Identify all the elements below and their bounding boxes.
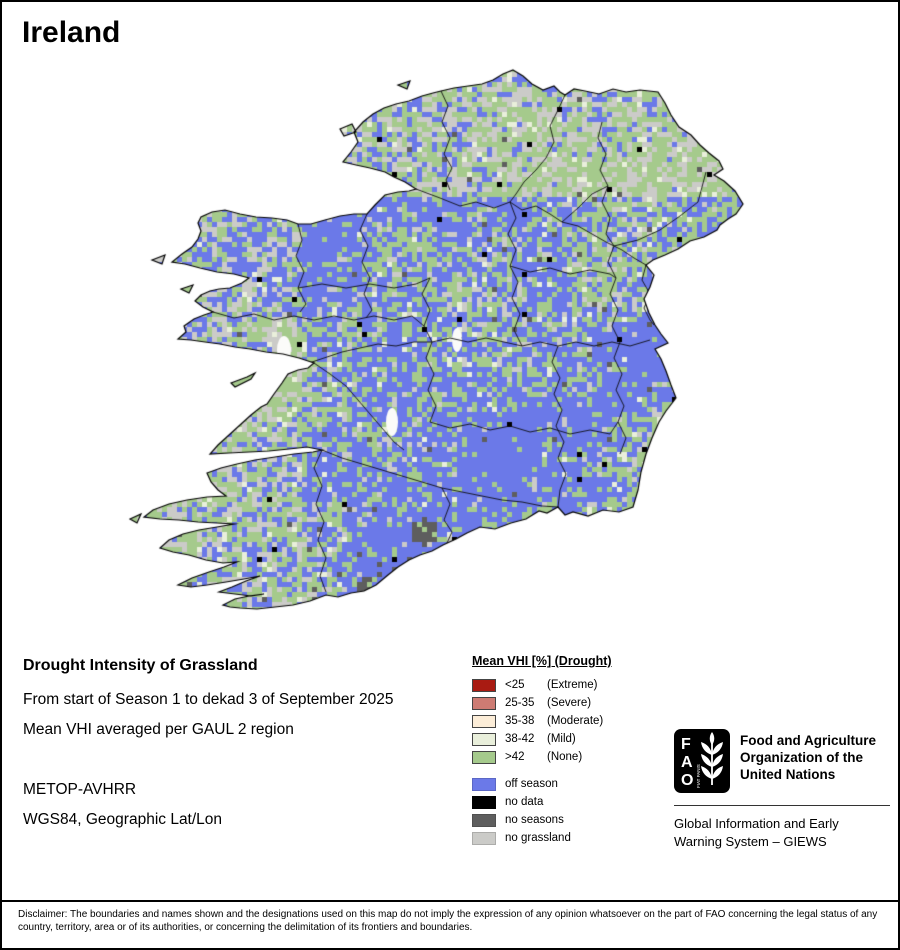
legend-swatch-none [472, 750, 496, 764]
legend-extras: off season no data no seasons no grassla… [472, 775, 672, 847]
map-projection: WGS84, Geographic Lat/Lon [23, 811, 223, 828]
legend-qualifier: (Moderate) [547, 715, 604, 727]
disclaimer-text: Disclaimer: The boundaries and names sho… [2, 900, 898, 934]
legend-row-mild: 38-42 (Mild) [472, 730, 672, 748]
legend-swatch-nograssland [472, 831, 496, 845]
legend-row-none: >42 (None) [472, 748, 672, 766]
legend-qualifier: (Severe) [547, 697, 592, 709]
map-sensor: METOP-AVHRR [23, 781, 137, 798]
fao-motto: FIAT PANIS [696, 764, 701, 788]
legend-swatch-mild [472, 732, 496, 746]
svg-text:A: A [681, 754, 693, 771]
legend-swatch-nodata [472, 795, 496, 809]
legend-swatch-extreme [472, 678, 496, 692]
legend-qualifier: (None) [547, 751, 583, 763]
legend-row-extreme: <25 (Extreme) [472, 676, 672, 694]
legend-swatch-offseason [472, 777, 496, 791]
fao-org-name: Food and Agriculture Organization of the… [740, 733, 876, 782]
fao-divider [674, 805, 890, 806]
legend-label: off season [505, 778, 558, 790]
legend-range: >42 [505, 751, 525, 763]
legend-row-moderate: 35-38 (Moderate) [472, 712, 672, 730]
legend-qualifier: (Extreme) [547, 679, 598, 691]
fao-block: F A O FIAT PANIS Food and Agriculture Or… [674, 729, 890, 851]
legend-range: 35-38 [505, 715, 535, 727]
legend-range: 25-35 [505, 697, 535, 709]
svg-text:O: O [681, 772, 693, 789]
svg-text:F: F [681, 736, 691, 753]
legend-row-nograssland: no grassland [472, 829, 672, 847]
legend-range: <25 [505, 679, 525, 691]
legend-label: no data [505, 796, 544, 808]
legend-row-nodata: no data [472, 793, 672, 811]
legend-range: 38-42 [505, 733, 535, 745]
giews-label: Global Information and Early Warning Sys… [674, 816, 839, 849]
legend-row-noseasons: no seasons [472, 811, 672, 829]
legend-title: Mean VHI [%] (Drought) [472, 654, 612, 668]
fao-logo: F A O FIAT PANIS [674, 729, 730, 793]
legend-row-severe: 25-35 (Severe) [472, 694, 672, 712]
legend-swatch-noseasons [472, 813, 496, 827]
legend-label: no seasons [505, 814, 564, 826]
legend: Mean VHI [%] (Drought) <25 (Extreme) 25-… [472, 654, 672, 847]
map-subtitle: Drought Intensity of Grassland [23, 657, 258, 674]
legend-qualifier: (Mild) [547, 733, 576, 745]
legend-row-offseason: off season [472, 775, 672, 793]
map-period: From start of Season 1 to dekad 3 of Sep… [23, 691, 394, 708]
map-aggregation: Mean VHI averaged per GAUL 2 region [23, 721, 294, 738]
legend-swatch-moderate [472, 714, 496, 728]
legend-swatch-severe [472, 696, 496, 710]
ireland-drought-map [2, 2, 898, 652]
legend-label: no grassland [505, 832, 571, 844]
